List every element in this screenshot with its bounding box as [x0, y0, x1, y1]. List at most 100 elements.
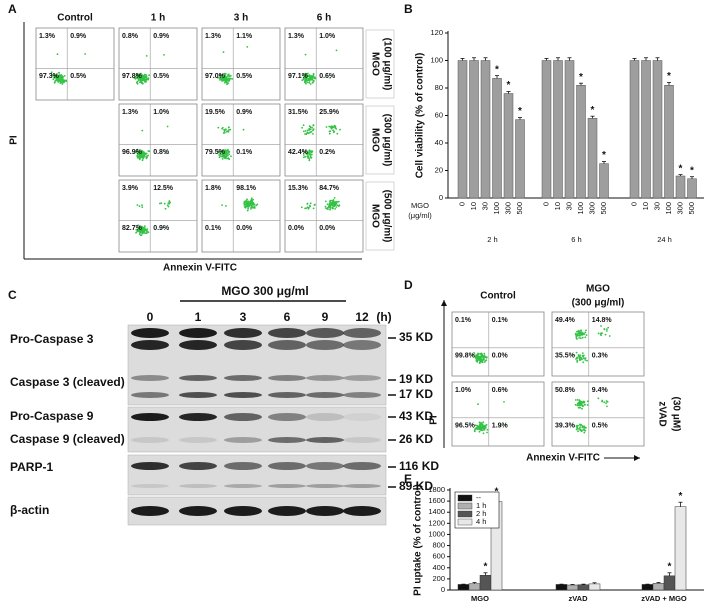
bar [457, 60, 468, 199]
event-dot [302, 156, 305, 159]
bar [503, 93, 514, 199]
row-label-frame [365, 29, 395, 99]
event-dot [335, 127, 338, 130]
treatment-label: MGO 300 μg/ml [221, 284, 308, 298]
event-dot [584, 336, 587, 339]
quadrant-percent: 0.5% [70, 73, 87, 80]
event-dot [310, 76, 313, 79]
event-dot [247, 201, 250, 203]
event-dot [578, 404, 580, 407]
row-label: (30 μM) [670, 396, 681, 431]
event-dot [577, 430, 579, 433]
event-dot [223, 78, 225, 81]
event-dot [477, 427, 480, 429]
event-dot [477, 353, 480, 355]
quadrant-percent: 12.5% [153, 185, 174, 192]
blot-band [224, 413, 262, 421]
event-dot [304, 130, 307, 132]
legend-label: 4 h [476, 517, 486, 526]
event-dot [218, 156, 221, 159]
event-dot [309, 202, 312, 205]
event-dot [146, 155, 148, 157]
event-dot [143, 78, 146, 81]
event-dot [222, 132, 225, 134]
event-dot [138, 205, 141, 208]
event-dot [145, 229, 148, 232]
event-dot [581, 352, 584, 354]
event-dot [168, 200, 171, 203]
x-tick-label: 300 [675, 202, 684, 215]
size-label: 89 KD [399, 479, 433, 493]
event-dot [245, 204, 248, 207]
quadrant-percent: 0.3% [592, 353, 609, 360]
y-tick-label: 1000 [428, 529, 445, 538]
event-dot [607, 326, 610, 329]
event-dot [227, 77, 230, 80]
y-tick-label: 0 [439, 193, 443, 202]
event-dot [483, 358, 485, 361]
flow-plot-frame [551, 311, 645, 377]
event-dot [324, 205, 327, 208]
event-dot [301, 150, 304, 153]
event-dot [582, 355, 584, 358]
event-dot [224, 156, 227, 159]
event-dot [485, 356, 488, 359]
event-dot [226, 75, 228, 78]
event-dot [166, 125, 169, 128]
event-dot [221, 73, 224, 76]
x-tick-label: 500 [599, 202, 608, 215]
panel-label: E [404, 472, 412, 486]
event-dot [65, 80, 68, 83]
event-dot [314, 77, 317, 80]
event-dot [586, 400, 589, 403]
flow-plot-frame [201, 27, 281, 101]
significance-marker: * [484, 561, 488, 572]
event-dot [584, 359, 587, 361]
event-dot [312, 124, 315, 127]
event-dot [580, 331, 583, 334]
flow-plot-frame [284, 103, 364, 177]
event-dot [231, 78, 234, 80]
event-dot [144, 155, 146, 158]
quadrant-percent: 0.5% [236, 73, 253, 80]
y-tick-label: 100 [430, 55, 443, 64]
event-dot [478, 362, 481, 364]
event-dot [225, 153, 228, 156]
protein-label: Pro-Caspase 3 [10, 332, 94, 346]
event-dot [136, 80, 139, 83]
event-dot [142, 154, 145, 157]
event-dot [577, 354, 580, 356]
event-dot [311, 153, 313, 156]
blot-band [306, 462, 344, 470]
column-header: 1 h [151, 13, 165, 24]
event-dot [246, 198, 249, 201]
event-dot [309, 153, 311, 156]
size-label: 35 KD [399, 330, 433, 344]
blot-band [343, 392, 381, 398]
blot-band [224, 462, 262, 470]
event-dot [597, 332, 600, 335]
x-tick-label: 30 [480, 202, 489, 210]
event-dot [486, 431, 488, 434]
quadrant-percent: 9.4% [592, 387, 609, 394]
significance-marker: * [495, 64, 499, 75]
panel-label: A [8, 2, 17, 16]
legend-label: -- [476, 493, 481, 502]
significance-marker: * [518, 106, 522, 117]
event-dot [579, 357, 582, 359]
event-dot [482, 427, 484, 429]
event-dot [474, 356, 476, 358]
event-dot [244, 201, 247, 204]
event-dot [581, 336, 584, 339]
event-dot [164, 207, 167, 210]
event-dot [328, 132, 331, 135]
event-dot [481, 355, 484, 357]
event-dot [582, 401, 584, 404]
bar [587, 118, 598, 199]
x-tick-label: 10 [641, 202, 650, 210]
event-dot [135, 231, 138, 234]
quadrant-percent: 0.6% [492, 387, 509, 394]
event-dot [167, 205, 170, 208]
event-dot [483, 354, 486, 357]
event-dot [308, 129, 311, 131]
